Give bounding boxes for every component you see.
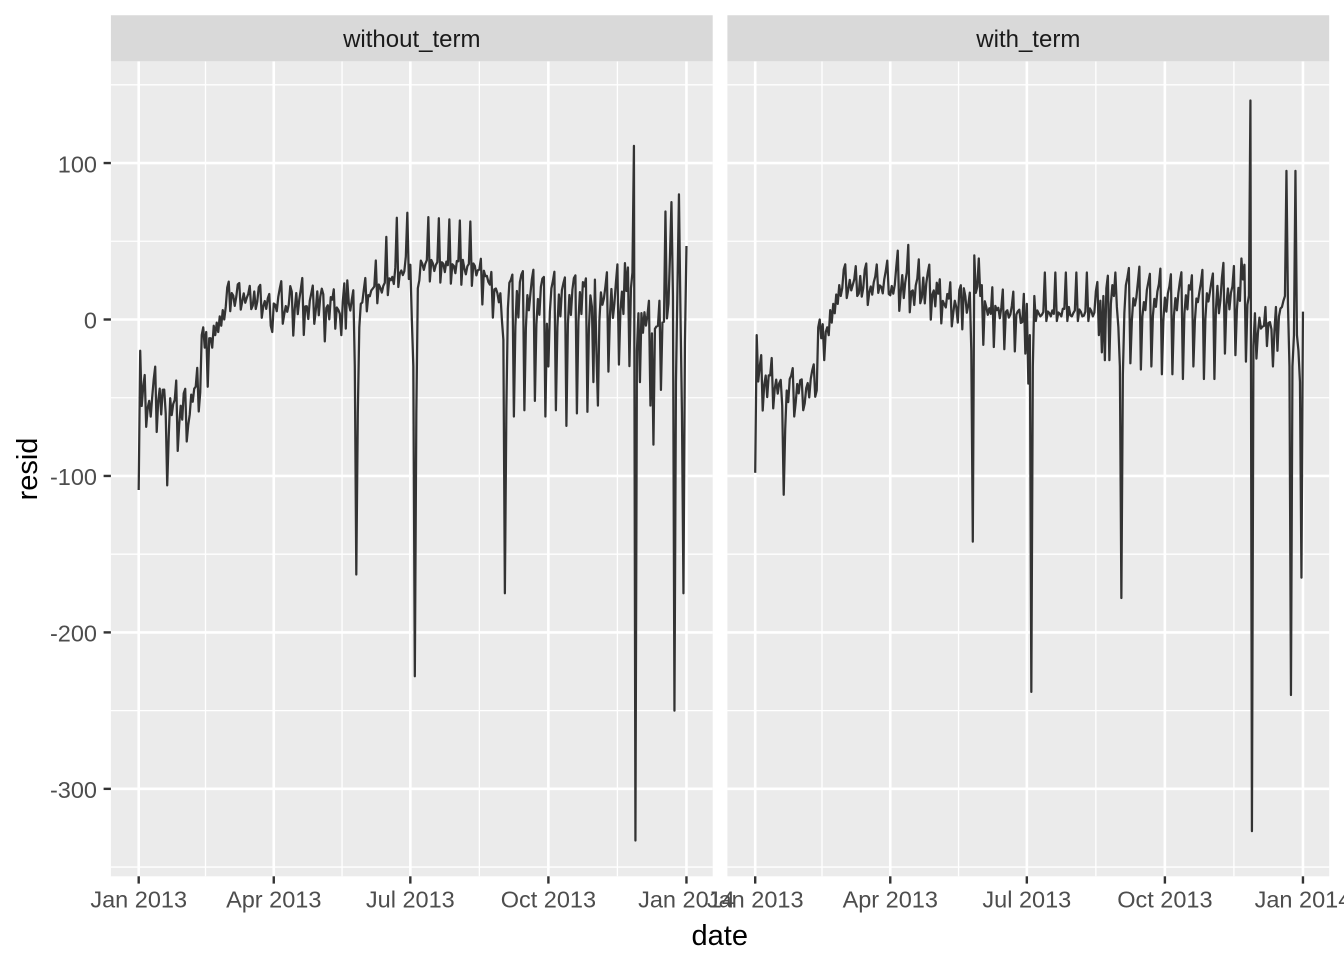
x-axis-title: date	[692, 920, 748, 952]
y-tick-label: -300	[50, 777, 97, 803]
facet-strip-label: without_term	[342, 26, 480, 53]
resid-line-without_term	[137, 144, 688, 842]
resid-line-with_term	[754, 99, 1305, 833]
facet-panel-with_term: with_term Jan 2013 Apr 2013 Jul 2013 Oct 201…	[707, 15, 1344, 913]
x-tick-label: Oct 2013	[501, 887, 596, 913]
y-tick-label: 100	[58, 151, 97, 177]
facet-strip-label: with_term	[975, 26, 1080, 53]
panel-background	[727, 61, 1330, 877]
x-tick-label: Jan 2013	[90, 887, 187, 913]
x-tick-label: Jul 2013	[982, 887, 1071, 913]
x-tick-label: Jul 2013	[366, 887, 455, 913]
y-axis-title: resid	[12, 438, 44, 501]
panels-group: without_term Jan 2013 Apr 2013 Jul 2013 Oct …	[50, 15, 1344, 913]
x-tick-label: Apr 2013	[843, 887, 938, 913]
x-tick-label: Apr 2013	[226, 887, 321, 913]
panel-background	[110, 61, 713, 877]
facet-panel-without_term: without_term Jan 2013 Apr 2013 Jul 2013 Oct …	[50, 15, 735, 913]
x-tick-label: Jan 2014	[638, 887, 735, 913]
y-tick-label: -100	[50, 464, 97, 490]
x-tick-label: Jan 2014	[1255, 887, 1344, 913]
facet-strip	[727, 15, 1330, 62]
y-tick-label: 0	[84, 308, 97, 334]
x-tick-label: Oct 2013	[1117, 887, 1212, 913]
y-tick-label: -200	[50, 621, 97, 647]
facet-strip	[110, 15, 713, 62]
x-tick-label: Jan 2013	[707, 887, 804, 913]
